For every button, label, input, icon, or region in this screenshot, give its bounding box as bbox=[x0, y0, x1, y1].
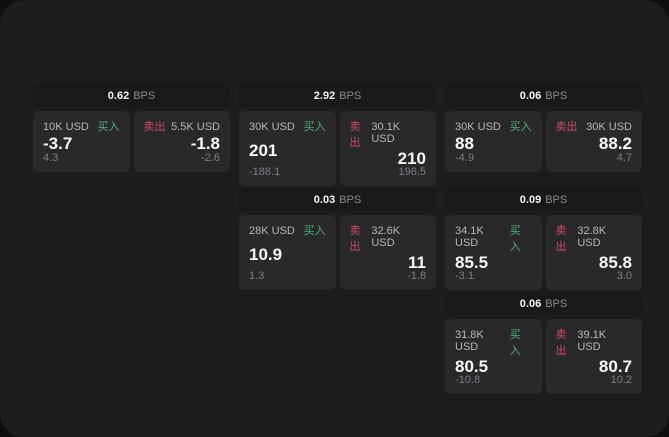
sell-change: 4.7 bbox=[616, 152, 632, 164]
bps-unit: BPS bbox=[339, 90, 362, 102]
quote-card: 2.92 BPS 30K USD 买入 201 -188.1 卖出 bbox=[239, 84, 436, 186]
bps-unit: BPS bbox=[545, 298, 568, 310]
card-header: 2.92 BPS bbox=[239, 84, 436, 108]
bps-value: 0.03 bbox=[313, 194, 336, 206]
sell-price: 11 bbox=[408, 253, 426, 272]
buy-change: 1.3 bbox=[249, 270, 265, 282]
sell-amount: 32.8K USD bbox=[577, 225, 607, 249]
buy-panel[interactable]: 30K USD 买入 88 -4.9 bbox=[445, 111, 542, 172]
quote-cards-grid: 0.62 BPS 10K USD 买入 -3.7 4.3 卖出 bbox=[33, 84, 642, 394]
sell-price: 80.7 bbox=[598, 357, 632, 376]
bps-value: 2.92 bbox=[313, 90, 336, 102]
buy-change: 4.3 bbox=[43, 152, 59, 164]
bps-value: 0.62 bbox=[107, 90, 130, 102]
sell-panel[interactable]: 卖出 32.8K USD 85.8 3.0 bbox=[545, 215, 642, 290]
sell-amount: 30.1K USD bbox=[371, 121, 401, 145]
buy-tag: 买入 bbox=[303, 225, 326, 237]
bps-unit: BPS bbox=[545, 90, 568, 102]
buy-change: -3.1 bbox=[455, 270, 474, 282]
quote-card: 0.06 BPS 31.8K USD 买入 80.5 -10.8 卖 bbox=[445, 292, 642, 394]
buy-tag: 买入 bbox=[97, 121, 120, 133]
panels: 30K USD 买入 88 -4.9 卖出 30K USD 88.2 4.7 bbox=[445, 111, 642, 172]
buy-amount: 31.8K USD bbox=[455, 329, 484, 353]
bps-value: 0.06 bbox=[519, 90, 542, 102]
buy-price: 201 bbox=[249, 141, 278, 160]
sell-change: 196.5 bbox=[398, 166, 426, 178]
buy-panel[interactable]: 34.1K USD 买入 85.5 -3.1 bbox=[445, 215, 542, 290]
buy-tag: 买入 bbox=[303, 121, 326, 133]
buy-price: 85.5 bbox=[455, 253, 489, 272]
sell-panel[interactable]: 卖出 5.5K USD -1.8 -2.6 bbox=[133, 111, 230, 172]
panels: 31.8K USD 买入 80.5 -10.8 卖出 39.1K USD 80.… bbox=[445, 319, 642, 394]
sell-tag: 卖出 bbox=[555, 121, 578, 133]
panels: 28K USD 买入 10.9 1.3 卖出 32.6K USD 11 -1.8 bbox=[239, 215, 436, 290]
card-header: 0.62 BPS bbox=[33, 84, 230, 108]
card-header: 0.06 BPS bbox=[445, 292, 642, 316]
sell-tag: 卖出 bbox=[349, 225, 361, 253]
sell-price: -1.8 bbox=[190, 134, 220, 153]
quote-card: 0.62 BPS 10K USD 买入 -3.7 4.3 卖出 bbox=[33, 84, 230, 172]
buy-change: -4.9 bbox=[455, 152, 474, 164]
quote-card: 0.03 BPS 28K USD 买入 10.9 1.3 卖出 bbox=[239, 188, 436, 290]
card-header: 0.06 BPS bbox=[445, 84, 642, 108]
sell-price: 88.2 bbox=[598, 134, 632, 153]
bps-unit: BPS bbox=[545, 194, 568, 206]
buy-price: 88 bbox=[455, 134, 474, 153]
buy-panel[interactable]: 31.8K USD 买入 80.5 -10.8 bbox=[445, 319, 542, 394]
buy-tag: 买入 bbox=[509, 329, 521, 357]
sell-tag: 卖出 bbox=[555, 329, 567, 357]
sell-tag: 卖出 bbox=[555, 225, 567, 253]
sell-panel[interactable]: 卖出 30.1K USD 210 196.5 bbox=[339, 111, 436, 186]
buy-change: -188.1 bbox=[249, 166, 281, 178]
buy-price: 10.9 bbox=[249, 245, 283, 264]
card-header: 0.09 BPS bbox=[445, 188, 642, 212]
bps-value: 0.06 bbox=[519, 298, 542, 310]
sell-change: -2.6 bbox=[201, 152, 220, 164]
buy-panel[interactable]: 28K USD 买入 10.9 1.3 bbox=[239, 215, 336, 290]
sell-amount: 30K USD bbox=[586, 121, 632, 133]
buy-panel[interactable]: 30K USD 买入 201 -188.1 bbox=[239, 111, 336, 186]
sell-amount: 5.5K USD bbox=[171, 121, 220, 133]
buy-price: -3.7 bbox=[43, 134, 73, 153]
sell-tag: 卖出 bbox=[143, 121, 166, 133]
sell-panel[interactable]: 卖出 32.6K USD 11 -1.8 bbox=[339, 215, 436, 290]
card-header: 0.03 BPS bbox=[239, 188, 436, 212]
quote-card: 0.09 BPS 34.1K USD 买入 85.5 -3.1 卖出 bbox=[445, 188, 642, 290]
sell-price: 85.8 bbox=[598, 253, 632, 272]
sell-change: 10.2 bbox=[610, 374, 632, 386]
buy-amount: 10K USD bbox=[43, 121, 89, 133]
quote-card: 0.06 BPS 30K USD 买入 88 -4.9 卖出 bbox=[445, 84, 642, 172]
sell-amount: 39.1K USD bbox=[577, 329, 607, 353]
bps-unit: BPS bbox=[133, 90, 156, 102]
buy-amount: 34.1K USD bbox=[455, 225, 484, 249]
sell-price: 210 bbox=[397, 149, 426, 168]
buy-amount: 28K USD bbox=[249, 225, 295, 237]
buy-amount: 30K USD bbox=[455, 121, 501, 133]
buy-tag: 买入 bbox=[509, 225, 521, 253]
buy-panel[interactable]: 10K USD 买入 -3.7 4.3 bbox=[33, 111, 130, 172]
sell-change: 3.0 bbox=[616, 270, 632, 282]
buy-tag: 买入 bbox=[509, 121, 532, 133]
buy-change: -10.8 bbox=[455, 374, 481, 386]
panels: 34.1K USD 买入 85.5 -3.1 卖出 32.8K USD 85.8… bbox=[445, 215, 642, 290]
sell-change: -1.8 bbox=[407, 270, 426, 282]
panels: 10K USD 买入 -3.7 4.3 卖出 5.5K USD -1.8 -2.… bbox=[33, 111, 230, 172]
buy-price: 80.5 bbox=[455, 357, 489, 376]
sell-amount: 32.6K USD bbox=[371, 225, 401, 249]
bps-value: 0.09 bbox=[519, 194, 542, 206]
buy-amount: 30K USD bbox=[249, 121, 295, 133]
bps-unit: BPS bbox=[339, 194, 362, 206]
sell-panel[interactable]: 卖出 39.1K USD 80.7 10.2 bbox=[545, 319, 642, 394]
panels: 30K USD 买入 201 -188.1 卖出 30.1K USD 210 1… bbox=[239, 111, 436, 186]
sell-tag: 卖出 bbox=[349, 121, 361, 149]
sell-panel[interactable]: 卖出 30K USD 88.2 4.7 bbox=[545, 111, 642, 172]
